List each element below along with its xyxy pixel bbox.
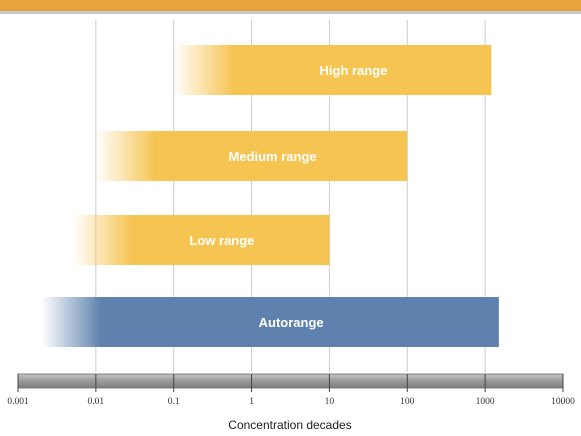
bar-medium-range xyxy=(95,131,408,181)
x-tick-label: 0.1 xyxy=(168,397,180,407)
header-band xyxy=(0,0,581,14)
bar-autorange xyxy=(41,297,499,347)
bar-label: High range xyxy=(320,63,388,78)
x-tick-label: 10000 xyxy=(551,397,575,407)
bar-low-range xyxy=(72,215,330,265)
range-bars: High range Medium range Low range Autorange xyxy=(41,45,499,347)
x-tick-label: 1000 xyxy=(476,397,495,407)
bar-label: Medium range xyxy=(229,149,317,164)
x-axis-title: Concentration decades xyxy=(228,418,351,432)
x-tick-label: 1 xyxy=(249,397,254,407)
x-tick-label: 100 xyxy=(400,397,415,407)
bar-label: Autorange xyxy=(259,315,324,330)
x-axis: 0.001 0.01 0.1 1 10 100 1000 10000 xyxy=(7,373,575,407)
bar-label: Low range xyxy=(189,233,254,248)
bar-high-range xyxy=(173,45,492,95)
x-tick-label: 0.001 xyxy=(7,397,29,407)
x-tick-label: 0.01 xyxy=(88,397,105,407)
x-tick-label: 10 xyxy=(325,397,335,407)
axis-bar xyxy=(17,373,564,389)
